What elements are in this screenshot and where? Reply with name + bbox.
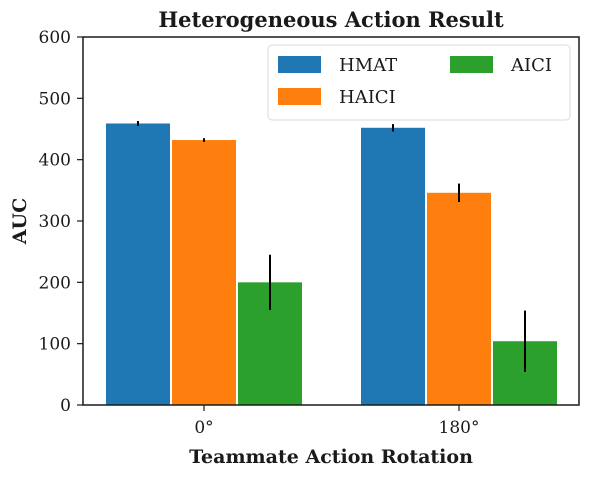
- bar-hmat-0: [106, 123, 170, 405]
- legend-swatch-aici: [450, 56, 493, 73]
- y-tick-label: 0: [60, 396, 71, 416]
- x-axis-label: Teammate Action Rotation: [189, 446, 473, 468]
- y-tick-label: 500: [39, 89, 71, 109]
- y-tick-label: 300: [39, 212, 71, 232]
- legend-swatch-hmat: [278, 56, 321, 73]
- x-tick-label: 180°: [439, 418, 480, 438]
- plot-area: [82, 36, 580, 406]
- legend: HMAT HAICI AICI: [267, 44, 571, 121]
- x-tick-label: 0°: [194, 418, 213, 438]
- y-axis: 0 100 200 300 400 500 600: [39, 28, 83, 416]
- y-tick-label: 400: [39, 151, 71, 171]
- bar-haici-1: [427, 192, 491, 405]
- x-axis: 0° 180°: [194, 405, 479, 438]
- y-tick-label: 600: [39, 28, 71, 48]
- bar-haici-0: [172, 140, 236, 406]
- y-tick-label: 200: [39, 273, 71, 293]
- y-axis-label: AUC: [9, 198, 31, 245]
- legend-label-aici: AICI: [510, 55, 552, 76]
- legend-label-haici: HAICI: [339, 87, 396, 108]
- chart-title: Heterogeneous Action Result: [158, 7, 504, 32]
- legend-box: [267, 44, 571, 121]
- legend-label-hmat: HMAT: [339, 55, 397, 76]
- legend-swatch-haici: [278, 88, 321, 105]
- y-tick-label: 100: [39, 335, 71, 355]
- bar-hmat-1: [361, 127, 425, 406]
